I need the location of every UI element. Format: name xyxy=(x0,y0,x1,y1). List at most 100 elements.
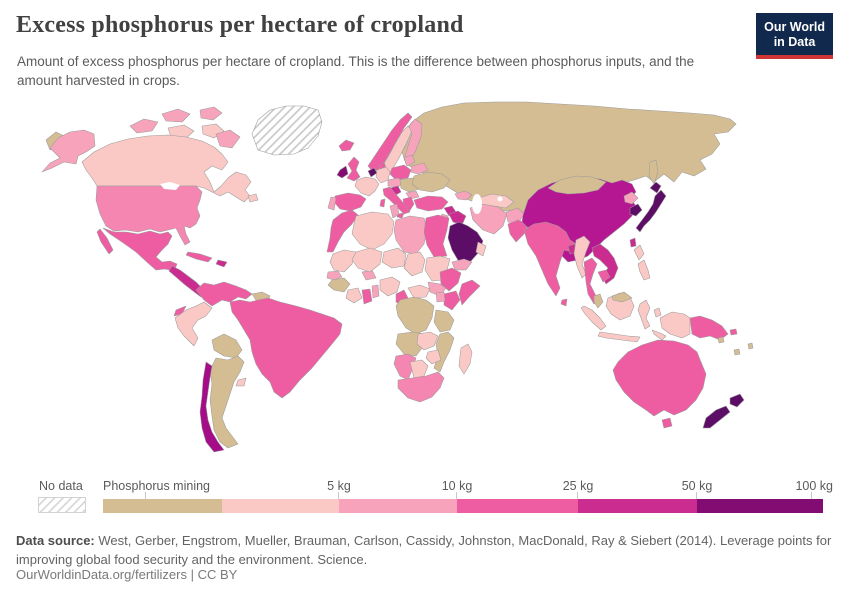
island-baffin[interactable] xyxy=(215,129,241,149)
country-namibia[interactable] xyxy=(393,353,417,381)
region-guinea[interactable] xyxy=(327,277,351,293)
legend-bin-100kg[interactable]: 100 kg xyxy=(697,479,833,513)
legend-no-data-swatch[interactable] xyxy=(38,497,86,513)
country-mauritania[interactable] xyxy=(329,249,357,273)
legend-bin-50kg[interactable]: 50 kg xyxy=(578,479,712,513)
region-east-malaysia[interactable] xyxy=(611,291,633,303)
country-portugal[interactable] xyxy=(327,196,337,211)
country-morocco[interactable] xyxy=(326,209,359,253)
country-madagascar[interactable] xyxy=(458,343,473,375)
island-timor[interactable] xyxy=(651,329,667,341)
country-south-africa[interactable] xyxy=(397,371,445,403)
country-drc[interactable] xyxy=(395,296,435,335)
country-finland[interactable] xyxy=(403,118,423,163)
country-uruguay[interactable] xyxy=(235,377,247,387)
country-canada[interactable] xyxy=(81,134,252,203)
country-sri-lanka[interactable] xyxy=(560,298,568,307)
country-usa-alaska[interactable] xyxy=(41,129,96,173)
country-chile[interactable] xyxy=(199,361,225,453)
country-japan[interactable] xyxy=(635,189,667,233)
country-uganda[interactable] xyxy=(435,291,446,303)
region-colombia-venezuela[interactable] xyxy=(195,281,253,307)
country-malaysia[interactable] xyxy=(593,293,604,309)
country-north-korea[interactable] xyxy=(623,191,639,205)
country-iraq[interactable] xyxy=(448,210,467,226)
arctic-island[interactable] xyxy=(161,108,191,123)
island-mindanao[interactable] xyxy=(637,259,651,281)
country-south-korea[interactable] xyxy=(629,203,643,217)
country-myanmar[interactable] xyxy=(573,235,591,279)
country-angola[interactable] xyxy=(395,331,425,357)
country-tunisia[interactable] xyxy=(389,203,400,219)
region-benin-togo[interactable] xyxy=(371,284,380,299)
island-moluccas[interactable] xyxy=(653,307,662,318)
country-mexico[interactable] xyxy=(102,227,178,272)
region-vietnam-laos[interactable] xyxy=(591,243,619,285)
country-botswana[interactable] xyxy=(409,359,429,379)
country-ethiopia[interactable] xyxy=(439,267,462,292)
island-java[interactable] xyxy=(597,331,641,343)
country-yemen[interactable] xyxy=(451,258,473,271)
country-poland[interactable] xyxy=(389,164,412,181)
license-link[interactable]: CC BY xyxy=(197,567,238,582)
country-peru[interactable] xyxy=(174,301,213,347)
island-sardinia[interactable] xyxy=(379,198,386,208)
country-pakistan[interactable] xyxy=(507,219,529,243)
japan-hokkaido[interactable] xyxy=(649,181,662,194)
island-luzon[interactable] xyxy=(633,244,645,261)
island-hispaniola[interactable] xyxy=(215,259,228,268)
country-ivory-coast[interactable] xyxy=(345,287,363,304)
owid-url-link[interactable]: OurWorldinData.org/fertilizers xyxy=(16,567,187,582)
country-spain[interactable] xyxy=(333,192,367,212)
legend-bin-25kg[interactable]: 25 kg xyxy=(457,479,593,513)
legend-bin-5kg[interactable]: 5 kg xyxy=(222,479,351,513)
country-iceland[interactable] xyxy=(338,139,355,152)
legend-bin-mining[interactable]: Phosphorus mining xyxy=(103,479,222,513)
country-niger[interactable] xyxy=(381,247,407,269)
country-egypt[interactable] xyxy=(423,214,450,258)
island-tasmania[interactable] xyxy=(661,417,673,429)
country-turkey[interactable] xyxy=(413,195,449,212)
nz-north-island[interactable] xyxy=(729,393,745,408)
country-zambia[interactable] xyxy=(416,331,439,351)
country-zimbabwe[interactable] xyxy=(425,349,442,365)
country-somalia[interactable] xyxy=(458,279,481,306)
island-sumatra[interactable] xyxy=(580,305,607,331)
nz-south-island[interactable] xyxy=(702,405,731,429)
country-kenya[interactable] xyxy=(443,290,461,311)
country-tanzania[interactable] xyxy=(433,309,455,333)
pacific-island[interactable] xyxy=(733,348,741,356)
island-sulawesi[interactable] xyxy=(637,299,651,330)
country-central-african-republic[interactable] xyxy=(407,284,431,299)
country-bulgaria[interactable] xyxy=(405,190,420,200)
country-belarus[interactable] xyxy=(410,162,429,175)
country-afghanistan[interactable] xyxy=(505,207,525,225)
region-caucasus[interactable] xyxy=(454,190,473,201)
country-brazil[interactable] xyxy=(229,297,343,399)
country-senegal[interactable] xyxy=(326,270,343,281)
country-greenland[interactable] xyxy=(251,105,323,156)
region-baltics[interactable] xyxy=(403,154,416,167)
country-ukraine[interactable] xyxy=(411,171,451,193)
country-libya[interactable] xyxy=(393,215,428,255)
country-chad[interactable] xyxy=(403,251,426,277)
country-uk[interactable] xyxy=(346,156,361,182)
country-nigeria[interactable] xyxy=(379,276,401,297)
country-cuba[interactable] xyxy=(185,251,213,263)
country-usa[interactable] xyxy=(95,185,203,246)
country-papua-new-guinea[interactable] xyxy=(689,315,729,341)
country-taiwan[interactable] xyxy=(629,237,637,248)
country-india[interactable] xyxy=(523,221,577,297)
country-italy[interactable] xyxy=(382,186,411,215)
region-west-papua[interactable] xyxy=(659,311,691,339)
country-bolivia[interactable] xyxy=(211,333,243,359)
country-mali[interactable] xyxy=(351,247,383,273)
island-newfoundland[interactable] xyxy=(247,193,259,203)
country-argentina[interactable] xyxy=(209,355,245,449)
country-france[interactable] xyxy=(354,176,380,197)
country-cambodia[interactable] xyxy=(597,269,611,283)
country-mongolia[interactable] xyxy=(547,175,607,195)
country-oman[interactable] xyxy=(475,241,487,257)
region-central-asia[interactable] xyxy=(477,193,515,209)
arctic-island[interactable] xyxy=(199,106,223,121)
